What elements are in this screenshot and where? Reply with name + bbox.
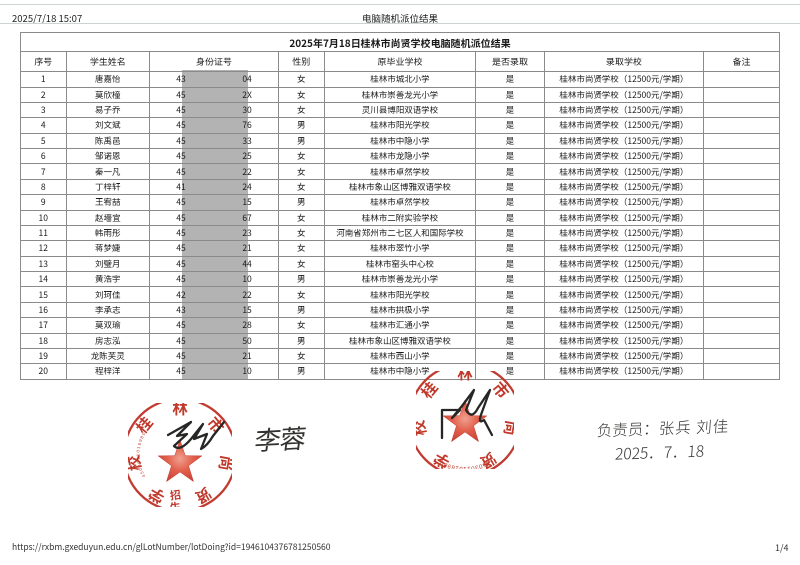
svg-text:林: 林: [172, 403, 188, 419]
svg-text:学: 学: [144, 482, 168, 507]
svg-text:贤: 贤: [191, 482, 215, 507]
